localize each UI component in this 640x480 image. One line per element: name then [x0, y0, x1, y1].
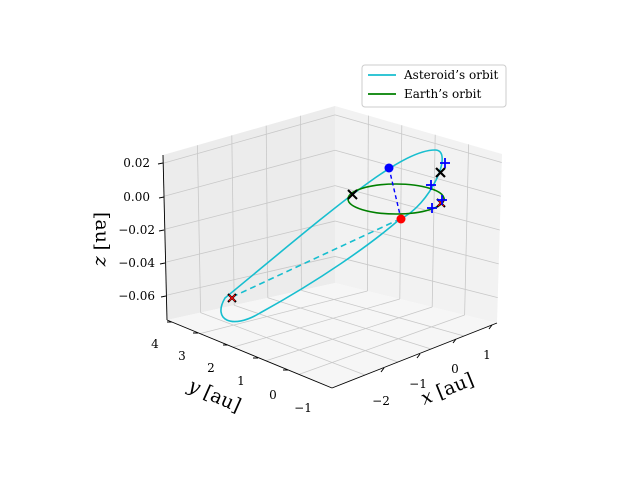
pane-left: [163, 106, 335, 320]
grid-line: [301, 290, 465, 337]
grid-line: [431, 134, 436, 308]
ascending-node-marker: [384, 163, 394, 173]
grid-line: [163, 114, 336, 164]
z-tick-mark: [160, 295, 167, 298]
grid-line: [267, 297, 432, 350]
z-tick-mark: [158, 229, 165, 232]
x-tick-mark: [452, 338, 457, 344]
pane-right: [335, 106, 502, 323]
grid-line: [265, 125, 269, 298]
legend-box: [361, 64, 507, 108]
z-tick-mark: [157, 162, 164, 165]
descending-node-marker: [396, 214, 406, 224]
red-x-marker: [437, 199, 445, 207]
y-axis-label: y[au]: [184, 374, 244, 417]
grid-line: [334, 256, 498, 299]
grid-line: [163, 149, 336, 197]
z-tick-mark: [158, 196, 165, 199]
y-tick-label: 1: [237, 374, 245, 388]
grid-line: [399, 125, 403, 300]
grid-line: [234, 304, 399, 363]
x-axis-label-unit: [au]: [433, 369, 477, 404]
line-of-nodes: [388, 167, 402, 220]
grid-line: [165, 220, 336, 263]
z-tick-label: 0.02: [123, 156, 150, 170]
grid-line: [199, 290, 368, 334]
x-tick-label: −2: [372, 394, 390, 408]
z-tick-label: −0.04: [118, 256, 155, 270]
x-tick-mark: [380, 367, 385, 373]
pane-floor: [167, 283, 497, 388]
red-x-marker: [228, 294, 236, 302]
z-tick-label: −0.02: [118, 223, 155, 237]
grid-line: [464, 144, 469, 316]
blue-plus-marker: [437, 195, 447, 205]
z-tick-label: 0.00: [123, 190, 150, 204]
grid-line: [164, 185, 336, 230]
x-axis-line: [331, 322, 498, 389]
blue-plus-marker: [427, 203, 437, 213]
y-axis-label-var: y: [184, 374, 204, 399]
y-tick-label: −1: [294, 401, 312, 415]
x-tick-label: −1: [409, 377, 427, 391]
y-tick-label: 4: [151, 337, 159, 351]
grid-line: [334, 220, 499, 265]
x-axis-label-var: x: [418, 385, 436, 410]
grid-line: [232, 298, 400, 348]
grid-line: [367, 115, 369, 292]
x-tick-mark: [488, 324, 493, 330]
grid-line: [300, 115, 302, 291]
asteroid-orbit-below: [231, 218, 401, 298]
z-tick-mark: [159, 262, 166, 265]
z-ticks: 0.02 0.00 −0.02 −0.04 −0.06: [118, 156, 167, 303]
y-tick-label: 3: [178, 349, 186, 363]
legend-label-asteroid: Asteroid’s orbit: [403, 68, 498, 82]
asteroid-orbit-above: [220, 149, 443, 323]
z-axis-label-var: z: [91, 255, 113, 267]
grid-line: [334, 149, 501, 197]
x-axis-label: x[au]: [418, 369, 477, 410]
grid-line: [334, 185, 500, 231]
black-x-marker: [435, 167, 446, 178]
y-axis-line: [166, 319, 333, 389]
grid-line: [334, 114, 502, 163]
z-axis-line: [162, 154, 168, 321]
grid-line: [231, 135, 235, 306]
z-axis-label-unit: [au]: [91, 212, 113, 250]
x-tick-label: 0: [451, 362, 459, 376]
z-tick-label: −0.06: [118, 289, 155, 303]
y-tick-label: 2: [207, 361, 215, 375]
black-x-marker: [347, 189, 358, 200]
x-tick-label: 1: [483, 348, 491, 362]
grid-line: [197, 145, 201, 313]
x-ticks: −2 −1 0 1: [372, 324, 493, 408]
z-axis-label: [au] z: [91, 212, 113, 267]
x-tick-mark: [416, 353, 421, 359]
grid-line: [200, 312, 366, 376]
y-ticks: −1 0 1 2 3 4: [151, 321, 312, 415]
legend: Asteroid’s orbit Earth’s orbit: [361, 64, 507, 108]
y-tick-label: 0: [269, 388, 277, 402]
grid-line: [265, 306, 433, 362]
legend-label-earth: Earth’s orbit: [404, 87, 481, 101]
grid-line: [298, 314, 465, 375]
blue-plus-marker: [426, 180, 436, 190]
blue-plus-marker: [440, 158, 450, 168]
